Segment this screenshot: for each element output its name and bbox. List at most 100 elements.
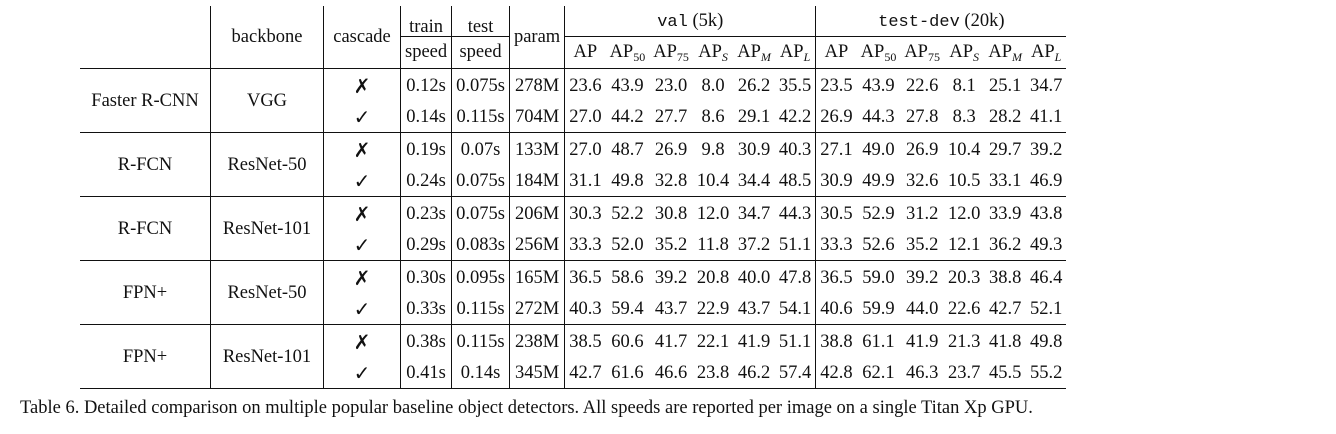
val-metric-header-3: APS bbox=[693, 37, 733, 69]
param-cell: 206M bbox=[508, 196, 565, 230]
comparison-table: backbone cascade train test param val (5… bbox=[80, 6, 1067, 389]
cascade-check-icon: ✓ bbox=[323, 165, 401, 197]
val-value-cell: 35.5 bbox=[778, 76, 812, 96]
testdev-value-cell: 42.7 bbox=[988, 298, 1022, 319]
table-row: Faster R-CNN VGG ✗ 0.12s 0.075s 278M 23.6 43.9 2… bbox=[80, 68, 1066, 133]
testdev-value-cell: 22.6 bbox=[947, 298, 981, 319]
detector-header bbox=[80, 6, 211, 69]
detector-name: R-FCN bbox=[117, 155, 173, 176]
testdev-value-cell: 59.0 bbox=[862, 268, 895, 288]
val-value-cell: 26.9 bbox=[654, 140, 688, 160]
testdev-value-cell: 33.3 bbox=[815, 229, 857, 261]
backbone-name: ResNet-101 bbox=[210, 324, 324, 389]
detector-name: Faster R-CNN bbox=[91, 91, 199, 112]
train-speed-cell: 0.14s bbox=[399, 101, 452, 133]
table-row: FPN+ ResNet-50 ✗ 0.30s 0.095s 165M 36.5 58.6 39.… bbox=[80, 260, 1066, 325]
param-cell: 278M bbox=[508, 68, 565, 102]
testdev-value-cell: 33.1 bbox=[988, 170, 1022, 191]
test-speed-cell: 0.075s bbox=[451, 165, 510, 197]
val-value-cell: 51.1 bbox=[778, 332, 812, 352]
testdev-value-cell: 43.9 bbox=[862, 76, 895, 96]
val-value-cell: 20.8 bbox=[696, 268, 730, 288]
testdev-value-cell: 46.4 bbox=[1030, 268, 1063, 288]
metric-subscript: 50 bbox=[633, 49, 646, 64]
testdev-value-cell: 49.9 bbox=[862, 170, 895, 191]
cascade-check-icon: ✓ bbox=[323, 357, 401, 389]
test-speed-header-line1: test bbox=[451, 6, 510, 37]
val-value-cell: 43.7 bbox=[654, 298, 688, 319]
table-caption: Table 6. Detailed comparison on multiple… bbox=[20, 398, 1033, 418]
backbone-name: VGG bbox=[210, 68, 324, 133]
testdev-value-cell: 26.9 bbox=[905, 140, 939, 160]
backbone-name: ResNet-101 bbox=[210, 196, 324, 261]
testdev-value-cell: 30.9 bbox=[815, 165, 857, 197]
testdev-value-cell: 49.3 bbox=[1030, 234, 1063, 255]
table-row: R-FCN ResNet-50 ✗ 0.19s 0.07s 133M 27.0 48.7 26.… bbox=[80, 132, 1066, 197]
val-value-cell: 27.0 bbox=[564, 101, 606, 133]
testdev-value-cell: 8.1 bbox=[952, 76, 976, 96]
param-cell: 238M bbox=[508, 324, 565, 358]
train-speed-cell: 0.23s bbox=[399, 196, 452, 230]
cascade-cross-icon: ✗ bbox=[323, 260, 401, 294]
table-row: ✓ 0.29s 0.083s 256M 33.3 52.0 35.2 11.8 37.2 51.1… bbox=[80, 229, 1067, 261]
val-value-cell: 60.6 bbox=[611, 332, 644, 352]
train-speed-cell: 0.19s bbox=[399, 132, 452, 166]
test-speed-cell: 0.095s bbox=[451, 260, 510, 294]
testdev-value-cell: 38.8 bbox=[815, 324, 857, 358]
val-value-cell: 22.9 bbox=[696, 298, 730, 319]
testdev-metric-header-4: APM bbox=[984, 37, 1026, 69]
table-header: backbone cascade train test param val (5… bbox=[80, 6, 1067, 69]
testdev-value-cell: 23.5 bbox=[815, 68, 857, 102]
table-row: ✓ 0.14s 0.115s 704M 27.0 44.2 27.7 8.6 29.1 42.2 2… bbox=[80, 101, 1067, 133]
detector-name: FPN+ bbox=[122, 347, 168, 368]
testdev-value-cell: 39.2 bbox=[1030, 140, 1063, 160]
val-value-cell: 43.9 bbox=[611, 76, 644, 96]
table-body: Faster R-CNN VGG ✗ 0.12s 0.075s 278M 23.6 43.9 2… bbox=[80, 68, 1067, 389]
train-speed-cell: 0.24s bbox=[399, 165, 452, 197]
testdev-value-cell: 27.8 bbox=[905, 106, 939, 127]
param-cell: 184M bbox=[508, 165, 565, 197]
val-value-cell: 33.3 bbox=[564, 229, 606, 261]
val-value-cell: 39.2 bbox=[654, 268, 688, 288]
testdev-value-cell: 20.3 bbox=[947, 268, 981, 288]
val-value-cell: 30.3 bbox=[564, 196, 606, 230]
testdev-value-cell: 38.8 bbox=[988, 268, 1022, 288]
metric-name: AP bbox=[573, 42, 598, 63]
val-value-cell: 12.0 bbox=[696, 204, 730, 224]
param-cell: 165M bbox=[508, 260, 565, 294]
val-value-cell: 44.3 bbox=[778, 204, 812, 224]
val-value-cell: 46.6 bbox=[654, 362, 688, 383]
testdev-value-cell: 23.7 bbox=[947, 362, 981, 383]
cascade-cross-icon: ✗ bbox=[323, 196, 401, 230]
val-value-cell: 23.8 bbox=[696, 362, 730, 383]
param-cell: 272M bbox=[508, 293, 565, 325]
val-value-cell: 30.8 bbox=[654, 204, 688, 224]
testdev-value-cell: 52.6 bbox=[862, 234, 895, 255]
testdev-value-cell: 59.9 bbox=[862, 298, 895, 319]
testdev-value-cell: 46.9 bbox=[1030, 170, 1063, 191]
backbone-name: ResNet-50 bbox=[210, 260, 324, 325]
metric-subscript: S bbox=[972, 49, 979, 64]
testdev-value-cell: 39.2 bbox=[905, 268, 939, 288]
testdev-value-cell: 61.1 bbox=[862, 332, 895, 352]
val-value-cell: 48.7 bbox=[611, 140, 644, 160]
train-speed-cell: 0.29s bbox=[399, 229, 452, 261]
param-header: param bbox=[508, 6, 565, 69]
testdev-value-cell: 44.3 bbox=[862, 106, 895, 127]
train-speed-cell: 0.41s bbox=[399, 357, 452, 389]
metric-subscript: S bbox=[721, 49, 728, 64]
train-speed-header-line1: train bbox=[399, 6, 452, 37]
val-value-cell: 59.4 bbox=[611, 298, 644, 319]
testdev-value-cell: 25.1 bbox=[988, 76, 1022, 96]
val-value-cell: 37.2 bbox=[737, 234, 771, 255]
val-value-cell: 29.1 bbox=[737, 106, 771, 127]
backbone-header: backbone bbox=[210, 6, 324, 69]
cascade-check-icon: ✓ bbox=[323, 293, 401, 325]
metric-subscript: M bbox=[760, 49, 771, 64]
testdev-value-cell: 22.6 bbox=[905, 76, 939, 96]
param-cell: 704M bbox=[508, 101, 565, 133]
val-value-cell: 35.2 bbox=[654, 234, 688, 255]
testdev-value-cell: 41.9 bbox=[905, 332, 939, 352]
val-value-cell: 8.0 bbox=[701, 76, 725, 96]
testdev-value-cell: 10.5 bbox=[947, 170, 981, 191]
